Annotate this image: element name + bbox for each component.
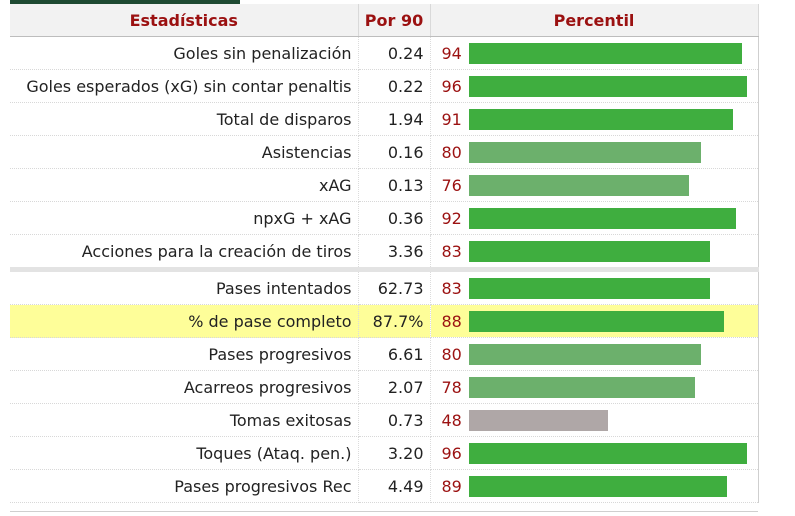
top-accent-bar <box>10 0 240 4</box>
percentile-value: 89 <box>441 476 462 496</box>
stat-label: % de pase completo <box>10 304 359 338</box>
table-row: Acarreos progresivos 2.07 78 <box>10 370 759 404</box>
percentile-value: 92 <box>441 208 462 228</box>
per90-value: 0.16 <box>358 135 431 169</box>
stat-label: Tomas exitosas <box>10 403 359 437</box>
percentile-bar <box>468 109 733 130</box>
percentile-value: 96 <box>441 443 462 463</box>
per90-value: 0.36 <box>358 201 431 235</box>
table-row: % de pase completo 87.7% 88 <box>10 304 759 338</box>
stat-label: Acarreos progresivos <box>10 370 359 404</box>
table-row: Asistencias 0.16 80 <box>10 135 759 169</box>
per90-value: 0.22 <box>358 69 431 103</box>
table-row: Total de disparos 1.94 91 <box>10 102 759 136</box>
percentile-value: 48 <box>441 410 462 430</box>
per90-value: 0.13 <box>358 168 431 202</box>
percentile-value: 91 <box>441 109 462 129</box>
percentile-bar <box>468 311 724 332</box>
stat-label: Asistencias <box>10 135 359 169</box>
percentile-cell: 80 <box>430 135 759 169</box>
percentile-value: 96 <box>441 76 462 96</box>
table-row: Goles sin penalización 0.24 94 <box>10 36 759 70</box>
per90-value: 2.07 <box>358 370 431 404</box>
percentile-bar <box>468 76 747 97</box>
scouting-report-table: Estadísticas Por 90 Percentil Goles sin … <box>10 4 759 503</box>
header-row: Estadísticas Por 90 Percentil <box>10 4 759 37</box>
stat-label: Toques (Ataq. pen.) <box>10 436 359 470</box>
percentile-cell: 96 <box>430 436 759 470</box>
stat-label: Pases progresivos Rec <box>10 469 359 503</box>
percentile-cell: 96 <box>430 69 759 103</box>
stat-label: Goles esperados (xG) sin contar penaltis <box>10 69 359 103</box>
percentile-bar <box>468 377 695 398</box>
stat-label: Total de disparos <box>10 102 359 136</box>
table-row: Pases intentados 62.73 83 <box>10 267 759 305</box>
percentile-cell: 78 <box>430 370 759 404</box>
percentile-bar <box>468 175 689 196</box>
percentile-cell: 76 <box>430 168 759 202</box>
table-row: Toques (Ataq. pen.) 3.20 96 <box>10 436 759 470</box>
percentile-bar <box>468 142 701 163</box>
percentile-value: 88 <box>441 311 462 331</box>
per90-value: 4.49 <box>358 469 431 503</box>
per90-value: 1.94 <box>358 102 431 136</box>
percentile-bar <box>468 43 742 64</box>
percentile-cell: 80 <box>430 337 759 371</box>
percentile-value: 78 <box>441 377 462 397</box>
per90-value: 6.61 <box>358 337 431 371</box>
percentile-cell: 89 <box>430 469 759 503</box>
header-per90[interactable]: Por 90 <box>358 4 431 37</box>
percentile-cell: 94 <box>430 36 759 70</box>
table-row: Pases progresivos 6.61 80 <box>10 337 759 371</box>
header-stat[interactable]: Estadísticas <box>10 4 359 37</box>
per90-value: 62.73 <box>358 267 431 305</box>
stat-label: xAG <box>10 168 359 202</box>
table-row: Goles esperados (xG) sin contar penaltis… <box>10 69 759 103</box>
percentile-bar <box>468 344 701 365</box>
stat-label: npxG + xAG <box>10 201 359 235</box>
percentile-bar <box>468 443 747 464</box>
percentile-bar <box>468 476 727 497</box>
percentile-value: 76 <box>441 175 462 195</box>
per90-value: 0.73 <box>358 403 431 437</box>
percentile-cell: 48 <box>430 403 759 437</box>
percentile-cell: 83 <box>430 234 759 270</box>
percentile-value: 80 <box>441 142 462 162</box>
percentile-cell: 83 <box>430 267 759 305</box>
percentile-value: 83 <box>441 278 462 298</box>
table-row: npxG + xAG 0.36 92 <box>10 201 759 235</box>
table-row: Pases progresivos Rec 4.49 89 <box>10 469 759 503</box>
stat-label: Pases progresivos <box>10 337 359 371</box>
percentile-bar <box>468 410 608 431</box>
percentile-value: 80 <box>441 344 462 364</box>
percentile-value: 83 <box>441 241 462 261</box>
stat-label: Goles sin penalización <box>10 36 359 70</box>
percentile-bar <box>468 208 736 229</box>
stat-label: Pases intentados <box>10 267 359 305</box>
table-row: Tomas exitosas 0.73 48 <box>10 403 759 437</box>
per90-value: 3.36 <box>358 234 431 270</box>
table-row: xAG 0.13 76 <box>10 168 759 202</box>
per90-value: 0.24 <box>358 36 431 70</box>
percentile-bar <box>468 241 710 262</box>
per90-value: 3.20 <box>358 436 431 470</box>
table-bottom-border <box>10 511 758 512</box>
percentile-cell: 88 <box>430 304 759 338</box>
table-row: Acciones para la creación de tiros 3.36 83 <box>10 234 759 270</box>
per90-value: 87.7% <box>358 304 431 338</box>
stat-label: Acciones para la creación de tiros <box>10 234 359 270</box>
percentile-bar <box>468 278 710 299</box>
header-percentile[interactable]: Percentil <box>430 4 759 37</box>
percentile-cell: 92 <box>430 201 759 235</box>
percentile-value: 94 <box>441 43 462 63</box>
percentile-cell: 91 <box>430 102 759 136</box>
